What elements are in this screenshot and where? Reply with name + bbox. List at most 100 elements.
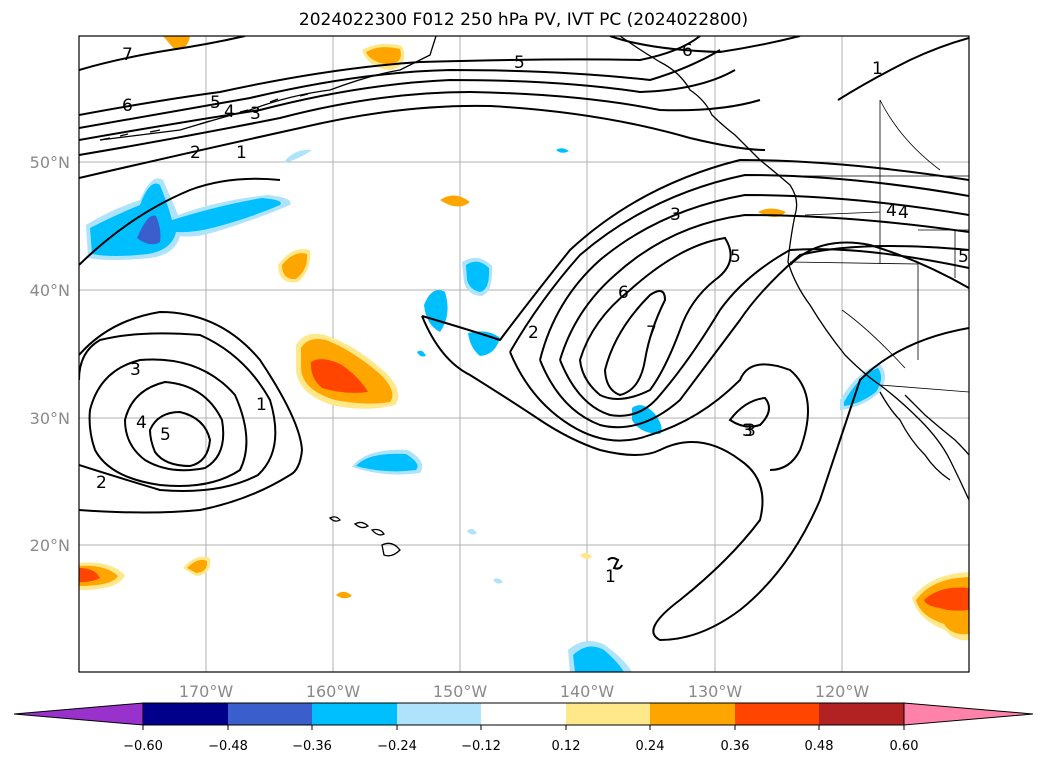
lon-tick-label: 140°W bbox=[560, 682, 615, 701]
contour-line bbox=[837, 37, 969, 101]
colorbar-tick-label: −0.24 bbox=[377, 739, 417, 754]
shade-pos-mid bbox=[440, 195, 470, 207]
shade-neg-mid bbox=[844, 368, 882, 406]
contour-line bbox=[789, 241, 969, 289]
contour-label: 3 bbox=[670, 205, 681, 225]
colorbar-frame bbox=[142, 702, 905, 726]
coastline-north-america bbox=[619, 36, 969, 501]
coastline-mexico bbox=[904, 394, 969, 456]
contour-line bbox=[603, 290, 667, 397]
contour-line bbox=[88, 358, 248, 487]
colorbar-tick-label: 0.48 bbox=[805, 739, 834, 754]
colorbar-segment bbox=[735, 703, 819, 725]
contour-line bbox=[539, 193, 969, 361]
contour-line bbox=[509, 173, 969, 353]
colorbar-tick-label: −0.12 bbox=[461, 739, 501, 754]
colorbar-tick-label: 0.60 bbox=[890, 739, 919, 754]
colorbar-tick-label: 0.24 bbox=[636, 739, 665, 754]
colorbar: −0.60 −0.48 −0.36 −0.24 −0.12 0.12 0.24 … bbox=[13, 702, 1034, 754]
colorbar-segment bbox=[566, 703, 650, 725]
lat-tick-label: 20°N bbox=[30, 536, 70, 555]
contour-line bbox=[79, 49, 721, 129]
shade-neg-strong bbox=[137, 215, 161, 245]
shade-neg-mid bbox=[356, 453, 418, 472]
contour-label: 7 bbox=[122, 45, 133, 65]
contour-line bbox=[79, 90, 761, 156]
coastline-baja bbox=[879, 391, 951, 481]
contour-line bbox=[559, 248, 969, 417]
shade-pos-mid bbox=[163, 36, 190, 50]
hawaii-island bbox=[328, 516, 341, 522]
contour-label: 2 bbox=[190, 143, 201, 163]
shade-pos-weak bbox=[580, 552, 592, 560]
colorbar-extend-high bbox=[903, 702, 1034, 726]
us-state-border bbox=[789, 261, 919, 360]
contour-label: 1 bbox=[256, 395, 267, 415]
shade-neg-mid bbox=[573, 646, 624, 672]
contour-label: 4 bbox=[898, 203, 909, 223]
lon-tick-label: 160°W bbox=[306, 682, 361, 701]
colorbar-tick-label: 0.36 bbox=[721, 739, 750, 754]
lon-tick-label: 170°W bbox=[179, 682, 234, 701]
contour-label: 4 bbox=[136, 413, 147, 433]
contour-line bbox=[421, 315, 969, 642]
lat-tick-label: 30°N bbox=[30, 409, 70, 428]
lat-tick-label: 40°N bbox=[30, 281, 70, 300]
shade-neg-weak bbox=[467, 528, 477, 535]
contour-label: 1 bbox=[605, 567, 616, 587]
contour-label: 3 bbox=[130, 360, 141, 380]
contour-line bbox=[79, 104, 766, 179]
contour-label: 6 bbox=[122, 96, 133, 116]
map-title: 2024022300 F012 250 hPa PV, IVT PC (2024… bbox=[298, 10, 749, 30]
aleutian-islands bbox=[99, 93, 309, 141]
contour-label: 5 bbox=[210, 93, 221, 113]
contour-line bbox=[79, 177, 281, 266]
shade-pos-weak bbox=[336, 591, 352, 599]
shade-pos-strong bbox=[310, 359, 368, 393]
contour-label: 5 bbox=[160, 425, 171, 445]
shade-neg-weak bbox=[417, 350, 426, 357]
lon-tick-label: 150°W bbox=[433, 682, 488, 701]
hawaii-island bbox=[353, 521, 370, 529]
ivt-contours bbox=[79, 36, 969, 642]
shade-pos-strong bbox=[79, 568, 100, 583]
shade-pos-mid bbox=[187, 559, 208, 573]
contour-line bbox=[79, 36, 246, 71]
colorbar-segment bbox=[312, 703, 397, 725]
contour-label: 4 bbox=[224, 102, 235, 122]
contour-line bbox=[578, 236, 732, 400]
contour-line bbox=[509, 351, 809, 471]
contour-line bbox=[421, 158, 969, 342]
shade-neg-mid bbox=[424, 290, 448, 332]
contour-labels: 7 6 5 4 3 2 1 5 6 1 3 4 5 1 2 3 4 5 2 3 … bbox=[96, 41, 969, 587]
colorbar-extend-low bbox=[13, 702, 144, 726]
colorbar-segment bbox=[819, 703, 904, 725]
colorbar-segment bbox=[650, 703, 735, 725]
shade-pos-mid bbox=[366, 47, 401, 65]
shade-neg-mid bbox=[466, 261, 490, 292]
canada-province-border bbox=[879, 99, 941, 176]
contour-label: 5 bbox=[958, 247, 969, 267]
contour-line bbox=[609, 36, 801, 54]
contour-label: 4 bbox=[886, 201, 897, 221]
lon-tick-label: 130°W bbox=[688, 682, 743, 701]
political-borders bbox=[789, 99, 969, 393]
colorbar-segment bbox=[143, 703, 228, 725]
colorbar-segment bbox=[228, 703, 312, 725]
map-frame bbox=[78, 35, 970, 673]
contour-label: 3 bbox=[742, 421, 753, 441]
contour-label: 7 bbox=[646, 323, 657, 343]
contour-label: 5 bbox=[514, 53, 525, 73]
contour-line bbox=[79, 310, 304, 514]
contour-label: 2 bbox=[528, 323, 539, 343]
contour-label: 6 bbox=[682, 41, 693, 61]
contour-line bbox=[728, 396, 770, 428]
shade-pos-mid bbox=[282, 253, 308, 280]
contour-line bbox=[79, 332, 277, 492]
shade-neg-mid bbox=[556, 148, 569, 153]
contour-label: 1 bbox=[236, 143, 247, 163]
colorbar-segment bbox=[397, 703, 481, 725]
colorbar-segment bbox=[481, 703, 566, 725]
latitude-axis: 50°N 40°N 30°N 20°N bbox=[30, 153, 70, 555]
